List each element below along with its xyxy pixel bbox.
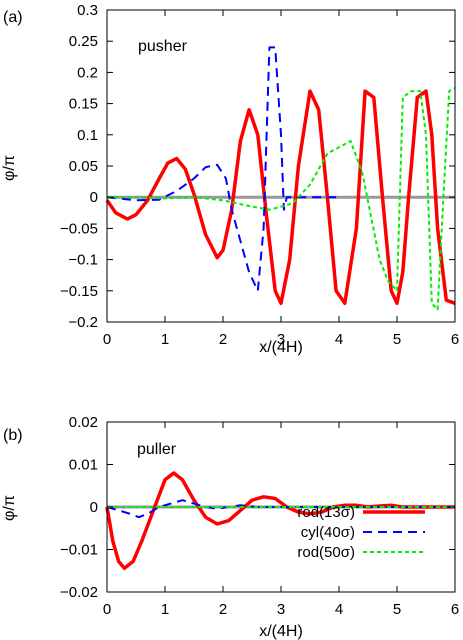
x-tick-label: 1 [161, 331, 169, 348]
legend-label: rod(50σ) [297, 544, 355, 561]
x-tick-label: 1 [161, 601, 169, 618]
panel-annotation: puller [137, 441, 177, 458]
y-axis-label: φ/π [1, 155, 18, 181]
series-line-1 [106, 46, 339, 292]
y-tick-label: 0 [90, 189, 98, 206]
y-tick-label: −0.01 [60, 542, 98, 559]
x-tick-label: 5 [393, 331, 401, 348]
y-tick-label: −0.15 [60, 283, 98, 300]
y-tick-label: −0.1 [68, 252, 98, 269]
y-tick-label: 0.01 [69, 457, 98, 474]
series-line-2 [107, 87, 456, 311]
series-line-0 [105, 89, 456, 306]
x-tick-label: 2 [219, 601, 227, 618]
x-tick-label: 6 [451, 601, 459, 618]
x-tick-label: 3 [277, 601, 285, 618]
y-tick-label: −0.05 [60, 220, 98, 237]
y-tick-label: 0.15 [69, 96, 98, 113]
y-tick-label: −0.02 [60, 584, 98, 601]
x-axis-label: x/(4H) [259, 623, 303, 640]
x-tick-label: 4 [335, 331, 343, 348]
x-tick-label: 5 [393, 601, 401, 618]
legend-label: cyl(40σ) [301, 524, 355, 541]
y-tick-label: 0.3 [77, 2, 98, 19]
y-tick-label: 0.1 [77, 127, 98, 144]
legend: rod(13σ) cyl(40σ) rod(50σ) [297, 504, 425, 561]
x-tick-label: 6 [451, 331, 459, 348]
x-tick-label: 2 [219, 331, 227, 348]
panel-label: (b) [3, 427, 23, 444]
panel-a: 0 1 2 3 4 5 6 −0.2 −0.15 −0.1 −0.05 0 0.05 0.1 0.15 0.2… [1, 2, 459, 356]
y-tick-label: 0.2 [77, 64, 98, 81]
y-tick-label: 0.05 [69, 158, 98, 175]
x-tick-label: 0 [103, 601, 111, 618]
y-axis-label: φ/π [1, 495, 18, 521]
panel-b: 0 1 2 3 4 5 6 −0.02 −0.01 0 0.01 0.02 x/(4H) φ/π (b) pu… [1, 414, 459, 640]
series-line-0 [105, 471, 455, 570]
y-tick-label: 0.02 [69, 414, 98, 431]
panel-label: (a) [3, 9, 23, 26]
series-line-1 [106, 499, 455, 519]
x-tick-label: 4 [335, 601, 343, 618]
x-axis-label: x/(4H) [259, 339, 303, 356]
x-tick-label: 0 [103, 331, 111, 348]
y-tick-label: −0.2 [68, 314, 98, 331]
y-tick-label: 0.25 [69, 33, 98, 50]
legend-label: rod(13σ) [297, 504, 355, 521]
x-tick-label: 3 [277, 331, 285, 348]
panel-annotation: pusher [138, 38, 188, 55]
y-tick-label: 0 [90, 499, 98, 516]
